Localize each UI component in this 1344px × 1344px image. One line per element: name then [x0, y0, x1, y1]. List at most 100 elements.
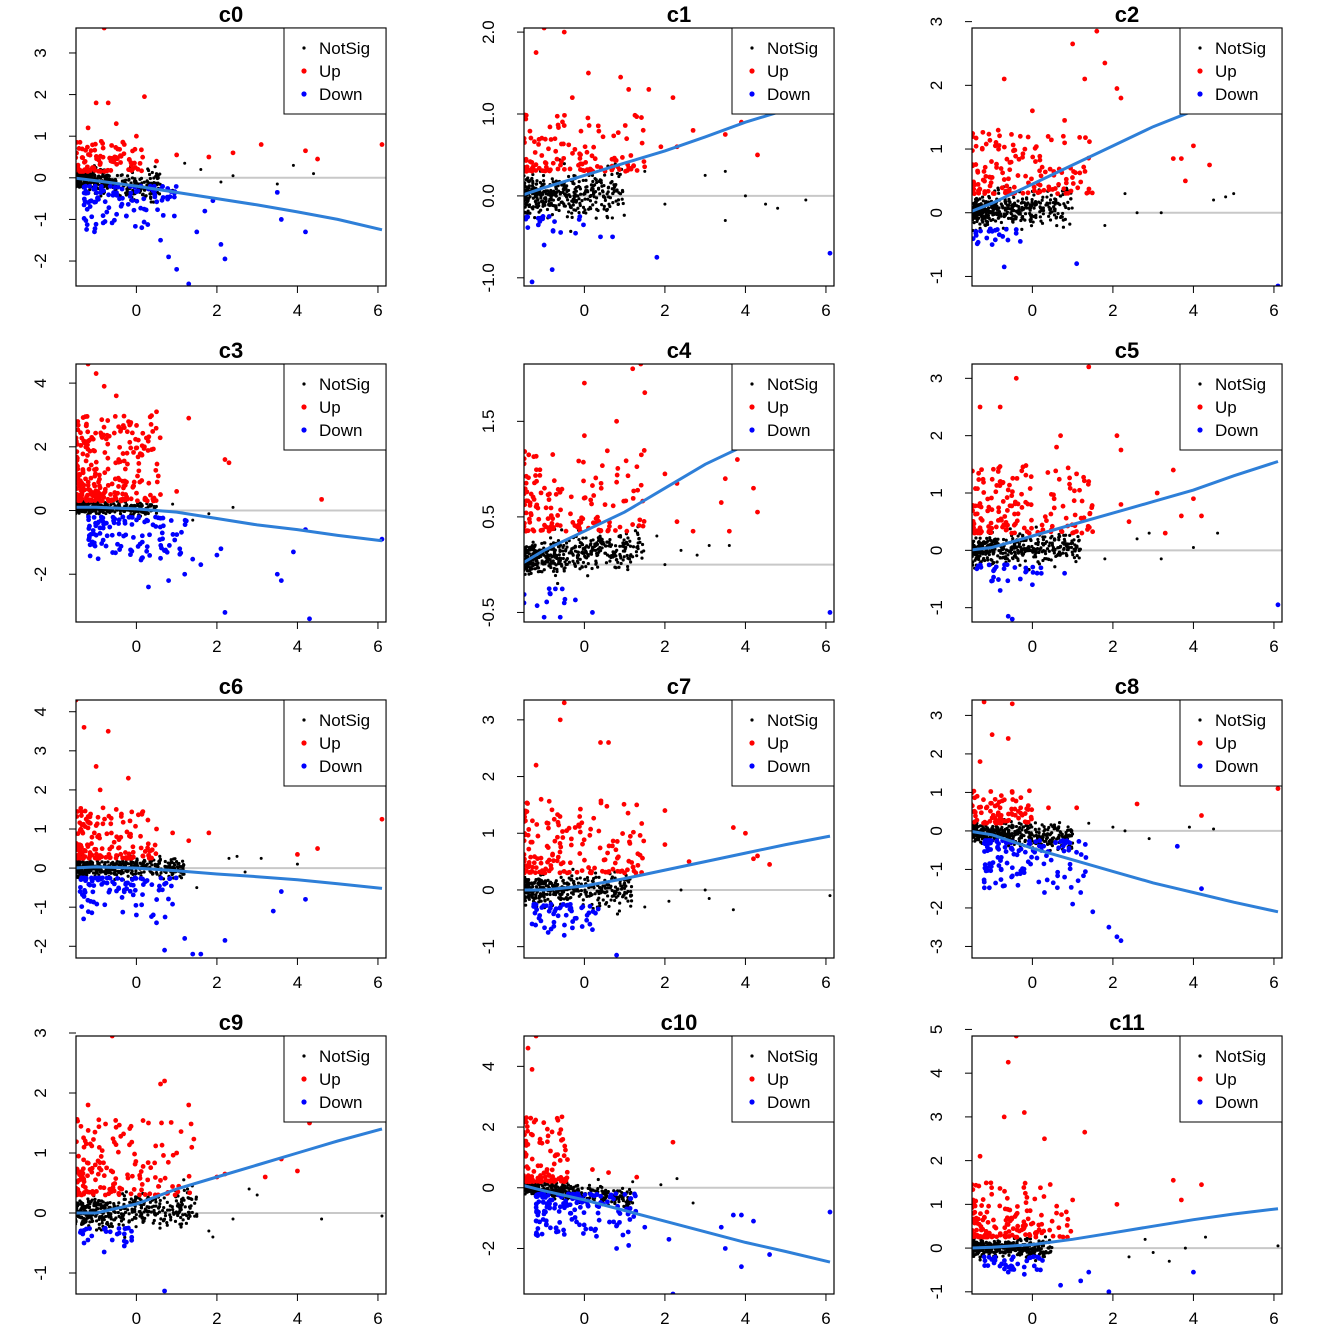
notsig-point [565, 189, 569, 194]
notsig-point [99, 503, 103, 507]
down-point [177, 551, 183, 557]
notsig-point [967, 543, 970, 546]
up-point [1016, 156, 1022, 162]
down-point [572, 597, 578, 603]
notsig-point [723, 218, 727, 222]
notsig-point [71, 169, 74, 172]
notsig-point [979, 211, 983, 215]
down-points [524, 586, 833, 620]
notsig-point [1037, 562, 1042, 566]
up-point [116, 837, 122, 843]
up-point [1086, 479, 1092, 484]
up-point [1102, 60, 1108, 66]
notsig-point [603, 198, 607, 203]
down-point [125, 201, 131, 207]
legend-marker [1197, 404, 1203, 410]
up-point [1060, 133, 1066, 139]
up-point [125, 775, 131, 781]
up-point [124, 429, 130, 435]
down-point [126, 514, 132, 520]
notsig-point [141, 192, 145, 196]
up-point [70, 143, 75, 148]
up-point [568, 494, 574, 500]
notsig-point [1020, 552, 1024, 556]
notsig-point [968, 219, 971, 222]
down-point [82, 199, 88, 204]
up-point [993, 140, 999, 145]
notsig-point [966, 543, 969, 546]
notsig-point [600, 546, 604, 550]
down-point [155, 207, 160, 213]
notsig-point [575, 194, 579, 198]
down-point [561, 600, 567, 606]
down-point [577, 214, 583, 219]
up-point [996, 146, 1001, 152]
notsig-point [518, 200, 521, 203]
notsig-point [983, 223, 987, 227]
notsig-point [556, 581, 560, 586]
up-point [1031, 188, 1037, 194]
notsig-point [1065, 554, 1069, 558]
up-point [96, 495, 102, 501]
up-point [116, 484, 121, 489]
notsig-point [518, 180, 521, 183]
up-point [315, 846, 320, 851]
up-point [1126, 519, 1132, 525]
down-point [123, 213, 129, 219]
up-point [986, 504, 992, 510]
notsig-point [1073, 543, 1077, 547]
up-point [558, 507, 563, 513]
notsig-point [633, 529, 638, 533]
notsig-point [520, 186, 523, 189]
notsig-point [71, 175, 74, 178]
notsig-point [133, 180, 137, 184]
notsig-point [1123, 192, 1127, 196]
notsig-point [77, 511, 81, 515]
notsig-point [611, 555, 615, 559]
notsig-point [72, 508, 75, 511]
notsig-point [1003, 208, 1007, 212]
notsig-point [968, 545, 971, 548]
up-point [1001, 144, 1007, 150]
notsig-point [174, 859, 179, 864]
notsig-point [598, 178, 602, 182]
up-point [975, 169, 981, 175]
up-point [972, 131, 976, 136]
up-point [534, 502, 540, 508]
notsig-point [966, 213, 969, 216]
notsig-point [573, 545, 577, 549]
down-point [106, 205, 112, 211]
notsig-point [590, 186, 594, 190]
notsig-point [980, 216, 984, 220]
notsig-point [968, 209, 971, 212]
up-point [981, 169, 987, 174]
notsig-point [113, 862, 118, 866]
up-point [994, 483, 1000, 488]
notsig-point [1038, 215, 1042, 219]
notsig-point [595, 552, 599, 556]
notsig-point [616, 560, 620, 564]
notsig-point [546, 554, 550, 558]
up-point [1015, 173, 1021, 178]
notsig-point [557, 553, 561, 557]
notsig-point [967, 214, 970, 217]
y-tick-label: 0.5 [479, 505, 498, 529]
notsig-point [572, 562, 577, 566]
down-point [107, 183, 113, 189]
down-point [103, 543, 109, 549]
down-point [994, 227, 1000, 232]
notsig-point [999, 551, 1003, 555]
up-point [1072, 488, 1077, 494]
up-point [614, 479, 620, 485]
notsig-point [985, 220, 990, 224]
notsig-point [70, 179, 73, 182]
notsig-point [1070, 550, 1074, 554]
down-points [972, 226, 1281, 286]
up-point [1020, 154, 1025, 160]
notsig-point [584, 565, 588, 569]
up-point [135, 498, 140, 504]
up-point [222, 457, 228, 462]
up-point [1009, 493, 1015, 499]
down-point [154, 897, 160, 902]
